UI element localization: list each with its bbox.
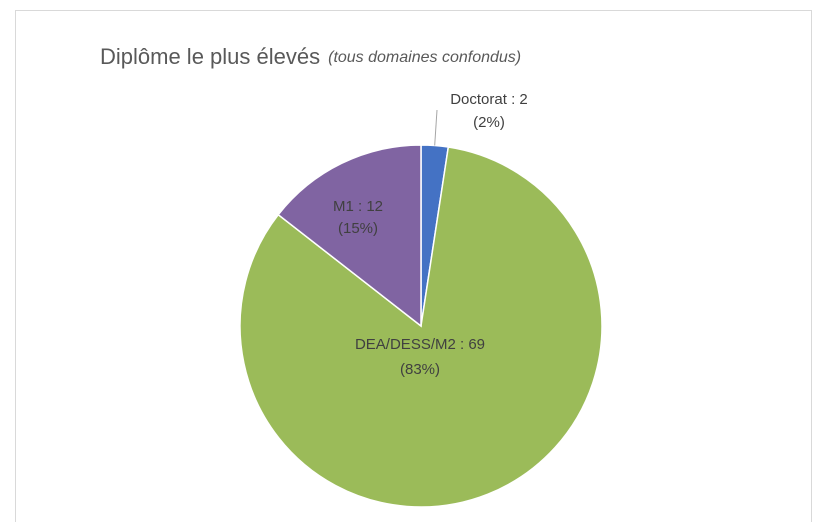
- pie-slice: [239, 146, 603, 508]
- data-label: DEA/DESS/M2 : 69: [355, 336, 485, 353]
- chart-title-group: Diplôme le plus élevés (tous domaines con…: [100, 44, 521, 69]
- data-label: Doctorat : 2: [450, 91, 528, 108]
- chart-subtitle: (tous domaines confondus): [328, 49, 521, 66]
- data-label-percent: (2%): [473, 114, 505, 131]
- data-label-percent: (83%): [400, 361, 440, 378]
- pie-slice: [277, 144, 422, 328]
- chart-title: Diplôme le plus élevés: [100, 44, 320, 69]
- data-label-percent: (15%): [338, 220, 378, 237]
- leader-line: [434, 109, 438, 146]
- data-label: M1 : 12: [333, 198, 383, 215]
